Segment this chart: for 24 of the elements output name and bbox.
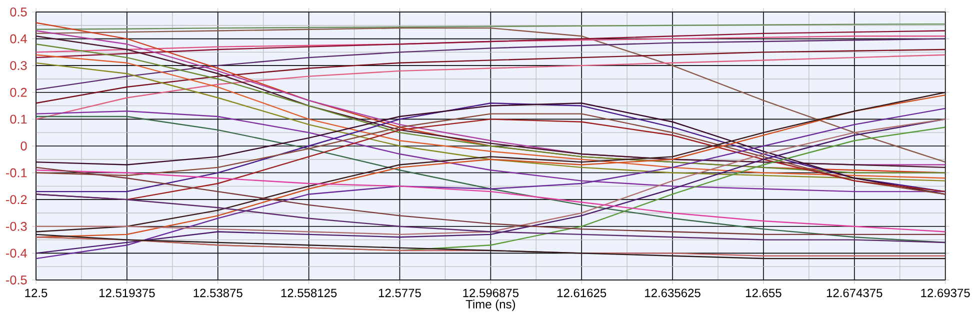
y-tick-label: 0 — [20, 142, 27, 150]
y-tick-label: -0.1 — [6, 168, 27, 178]
line-series — [36, 38, 946, 90]
y-tick-label: 0.1 — [10, 114, 27, 124]
y-tick-label: -0.2 — [6, 195, 27, 204]
y-tick-label: 0.5 — [10, 8, 27, 16]
x-tick-label: 12.53875 — [194, 288, 242, 298]
x-tick-label: 12.635625 — [645, 288, 700, 298]
x-tick-label: 12.5775 — [378, 288, 421, 298]
y-tick-label: -0.3 — [6, 222, 27, 231]
y-tick-label: 0.3 — [10, 61, 27, 70]
y-tick-label: -0.5 — [6, 276, 27, 284]
x-tick-label: 12.61625 — [557, 288, 606, 298]
x-tick-label: 12.519375 — [100, 288, 155, 298]
x-tick-label: 12.655 — [746, 288, 782, 298]
x-tick-label: 12.596875 — [463, 288, 519, 298]
x-tick-label: 12.558125 — [281, 288, 337, 298]
y-tick-label: 0.2 — [10, 88, 27, 97]
x-axis-title: Time (ns) — [466, 300, 516, 311]
x-tick-label: 12.5 — [25, 288, 48, 298]
x-tick-label: 12.674375 — [826, 288, 882, 298]
y-tick-label: 0.4 — [10, 34, 27, 44]
x-tick-label: 12.69375 — [921, 288, 970, 298]
y-tick-label: -0.4 — [6, 248, 27, 258]
